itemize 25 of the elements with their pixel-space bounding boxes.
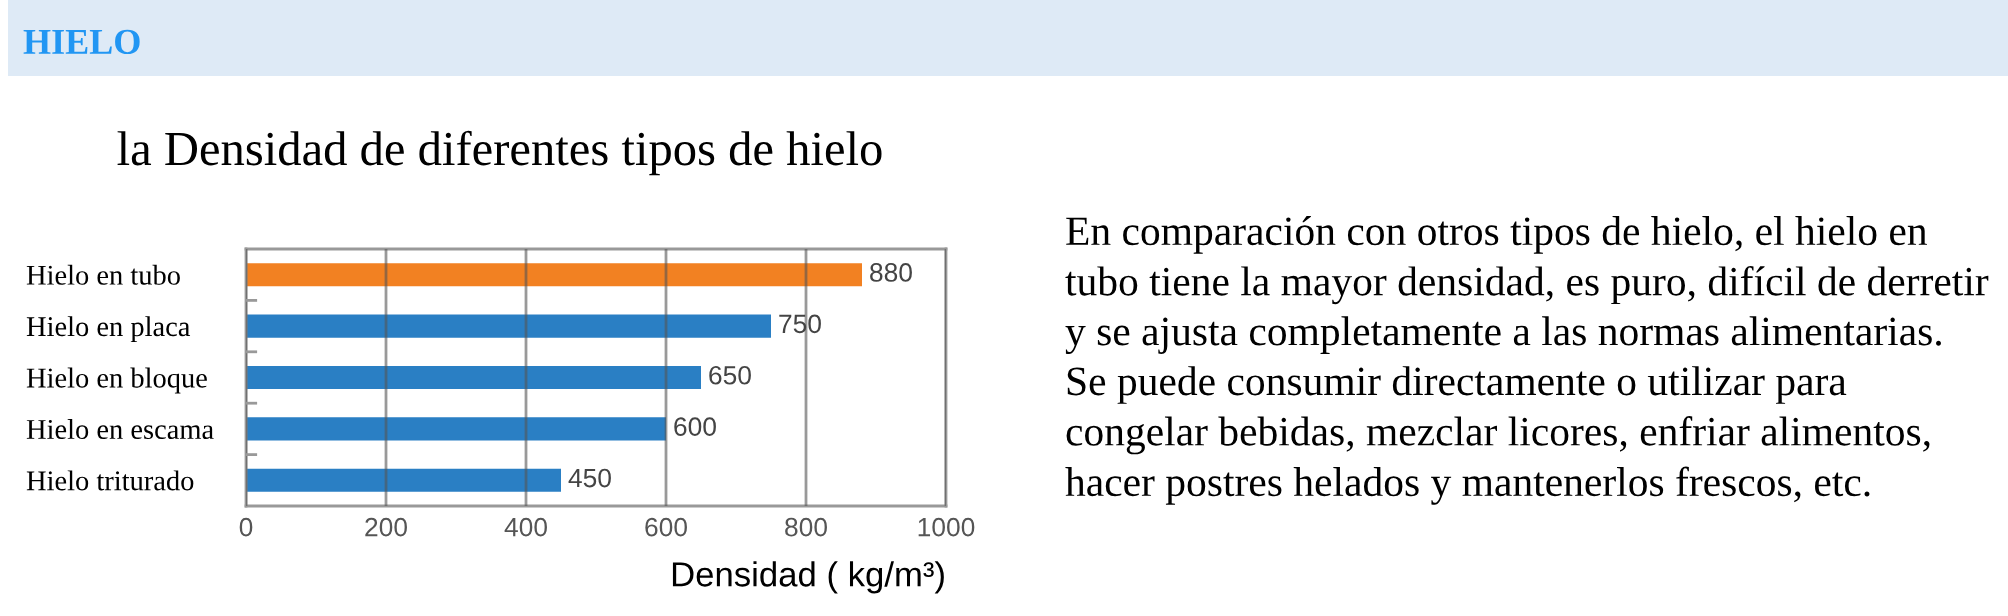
bar: [246, 365, 701, 390]
x-axis-title: Densidad ( kg/m³): [672, 561, 944, 594]
x-tick-label: 600: [645, 517, 687, 537]
x-tick-label: 0: [239, 517, 253, 537]
x-tick-label: 200: [365, 517, 407, 537]
y-tick-label: Hielo en bloque: [26, 367, 207, 394]
x-tick-label: 1000: [918, 517, 975, 537]
y-tick-label: Hielo triturado: [26, 470, 194, 491]
chart-title: HIELO: [23, 29, 140, 55]
y-tick-label: Hielo en tubo: [26, 264, 180, 285]
data-label: 450: [568, 468, 611, 488]
x-tick-label: 400: [504, 517, 547, 537]
text: En comparación con otros tipos de hielo, el hielo en tubo tiene la mayor densidad, es puro, difícil de derretir y se ajusta completamente a las normas alimentarias. Se puede consumir directamente o utilizar para congelar bebidas, mezclar licores, enfriar alimentos, hacer postres helados y mantenerlos frescos, etc.: [1065, 216, 1989, 505]
y-tick-label: Hielo en placa: [26, 316, 191, 343]
bar: [246, 314, 771, 338]
bar: [246, 263, 862, 287]
data-label: 650: [709, 365, 751, 385]
bar: [246, 468, 561, 492]
y-tick-label: Hielo en escama: [26, 419, 214, 440]
data-label: 600: [674, 417, 716, 436]
data-label: 880: [870, 263, 912, 282]
x-tick-label: 800: [785, 517, 827, 537]
data-label: 750: [779, 314, 821, 334]
chart-subtitle: la Densidad de diferentes tipos de hielo: [117, 130, 882, 176]
bar: [246, 417, 666, 441]
